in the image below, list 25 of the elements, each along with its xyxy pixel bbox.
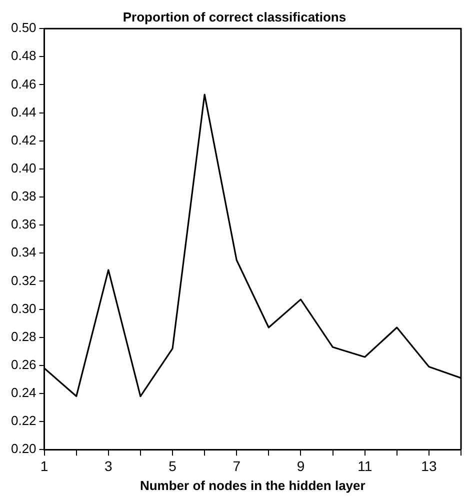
x-tick-label: 13: [421, 458, 437, 474]
chart-title: Proportion of correct classifications: [122, 9, 346, 24]
y-tick-label: 0.46: [10, 76, 36, 92]
x-tick-label: 7: [232, 458, 241, 474]
y-tick-label: 0.30: [10, 300, 36, 316]
y-tick-label: 0.22: [10, 413, 36, 428]
x-tick-label: 11: [358, 458, 372, 474]
x-tick-label: 1: [40, 458, 48, 474]
y-tick-label: 0.20: [10, 441, 36, 456]
y-tick-label: 0.36: [10, 216, 36, 232]
x-tick-label: 3: [104, 458, 113, 474]
y-tick-label: 0.24: [10, 385, 36, 400]
y-tick-label: 0.28: [10, 328, 36, 344]
y-tick-label: 0.38: [10, 188, 36, 204]
y-tick-label: 0.32: [10, 272, 36, 288]
y-tick-label: 0.48: [10, 48, 36, 64]
x-axis-title: Number of nodes in the hidden layer: [140, 478, 366, 493]
y-tick-label: 0.34: [10, 244, 36, 260]
y-tick-label: 0.26: [10, 356, 36, 372]
x-tick-label: 9: [296, 458, 305, 474]
y-tick-label: 0.44: [10, 104, 36, 120]
x-tick-label: 5: [168, 458, 177, 474]
y-tick-label: 0.42: [10, 132, 36, 148]
y-tick-label: 0.40: [10, 160, 36, 176]
y-tick-label: 0.50: [10, 20, 36, 36]
